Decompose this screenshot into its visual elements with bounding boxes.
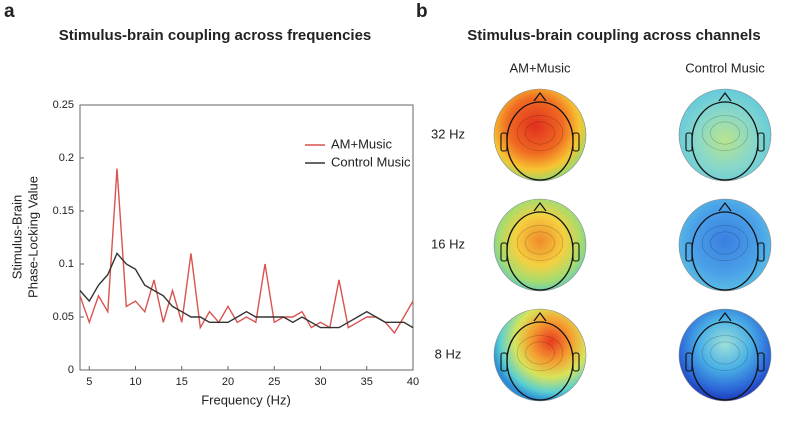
x-tick-label: 10 [129,376,141,388]
series-line [79,168,414,335]
nose [533,92,547,102]
ear [757,132,765,152]
x-axis-label: Frequency (Hz) [201,392,291,407]
nose [533,202,547,212]
legend-label: AM+Music [331,136,393,151]
ear [572,352,580,372]
y-axis-label: Stimulus-Brain [9,195,24,280]
panel-label: b [416,1,428,22]
ear [500,132,508,152]
topomap [678,88,772,182]
x-tick-label: 30 [314,376,326,388]
contour [701,225,749,261]
nose [718,202,732,212]
panel-label: a [4,1,15,22]
contour [710,231,740,255]
contour [516,335,564,371]
ear [500,352,508,372]
ear [572,132,580,152]
contour [516,225,564,261]
y-tick-label: 0.05 [53,311,74,323]
topomap [493,308,587,402]
nose [718,92,732,102]
legend-label: Control Music [331,154,411,169]
panel-title: Stimulus-brain coupling across channels [467,27,760,44]
ear [685,352,693,372]
row-label: 32 Hz [431,126,465,141]
contour [525,341,555,365]
contour [701,335,749,371]
x-tick-label: 25 [268,376,280,388]
ear [572,242,580,262]
plot-frame [79,104,414,371]
ear [757,352,765,372]
x-tick-label: 35 [361,376,373,388]
topomap [678,308,772,402]
contour [701,115,749,151]
ear [685,132,693,152]
nose [533,312,547,322]
row-label: 8 Hz [435,346,462,361]
topomap-grid: AM+Music Control Music 32 Hz 16 Hz 8 Hz [431,60,772,402]
y-tick-label: 0.15 [53,205,74,217]
y-axis-label: Phase-Locking Value [25,176,40,298]
series-line [79,252,414,329]
ear [757,242,765,262]
nose [718,312,732,322]
contour [710,121,740,145]
y-tick-label: 0.2 [59,152,74,164]
topomap [678,198,772,292]
chart-title: Stimulus-brain coupling across frequenci… [59,27,372,44]
x-tick-label: 40 [407,376,419,388]
x-tick-label: 20 [222,376,234,388]
topomap [493,88,587,182]
contour [525,121,555,145]
y-tick-label: 0.1 [59,258,74,270]
row-label: 16 Hz [431,236,465,251]
y-tick-label: 0.25 [53,99,74,111]
contour [525,231,555,255]
x-tick-label: 5 [86,376,92,388]
ear [685,242,693,262]
column-label: AM+Music [509,60,571,75]
contour [710,341,740,365]
column-label: Control Music [685,60,765,75]
ear [500,242,508,262]
topomap [493,198,587,292]
contour [516,115,564,151]
x-tick-label: 15 [176,376,188,388]
y-tick-label: 0 [68,364,74,376]
